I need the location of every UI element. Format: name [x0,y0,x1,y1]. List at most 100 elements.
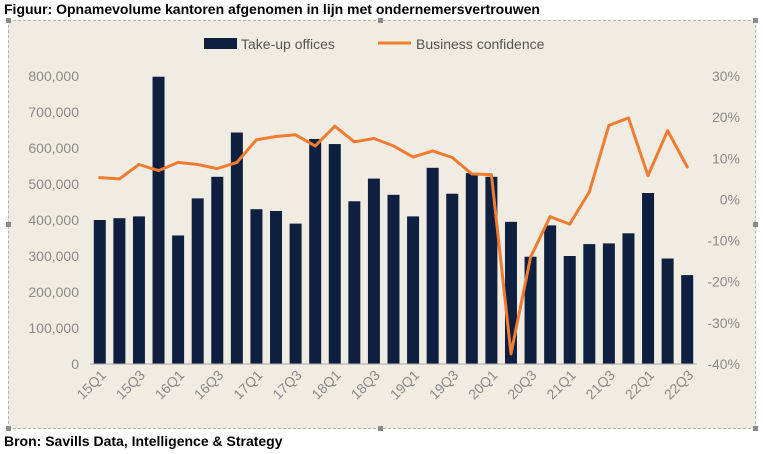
bar-18Q1 [328,144,341,364]
x-tick-label: 22Q3 [661,367,697,403]
bar-15Q2 [113,218,126,364]
bar-19Q2 [426,167,439,364]
bar-17Q4 [309,139,322,364]
point-19Q2 [431,149,435,153]
x-tick-label: 20Q1 [465,367,501,403]
y-right-tick-label: 10% [712,150,740,166]
point-18Q1 [333,124,337,128]
x-tick-label: 17Q3 [269,367,305,403]
point-22Q1 [646,174,650,178]
point-20Q4 [548,215,552,219]
bar-20Q1 [485,176,498,364]
figure-title: Figuur: Opnamevolume kantoren afgenomen … [4,1,540,17]
point-17Q2 [274,134,278,138]
point-16Q4 [235,160,239,164]
point-15Q2 [117,177,121,181]
y-left-tick-label: 200,000 [28,284,79,300]
x-tick-label: 18Q3 [348,367,384,403]
y-right-tick-label: 20% [712,109,740,125]
point-20Q2 [509,352,513,356]
y-axis-right: -40% -30% -20% -10% 0% 10% 20% 30% [707,68,740,372]
point-17Q1 [254,138,258,142]
bar-21Q3 [602,243,615,364]
legend-label-business-confidence: Business confidence [416,36,545,52]
legend-swatch-take-up [204,38,237,49]
x-tick-label: 19Q1 [387,367,423,403]
y-left-tick-label: 400,000 [28,212,79,228]
x-tick-label: 15Q3 [113,367,149,403]
point-21Q1 [568,222,572,226]
bar-15Q3 [132,216,145,364]
y-left-tick-label: 100,000 [28,320,79,336]
x-tick-label: 19Q3 [426,367,462,403]
bar-19Q3 [446,193,459,364]
bar-18Q4 [387,194,400,364]
point-16Q2 [196,162,200,166]
resize-handle-middle-left[interactable] [6,222,11,227]
y-left-tick-label: 0 [71,356,79,372]
y-left-tick-label: 800,000 [28,68,79,84]
point-18Q2 [352,140,356,144]
y-right-tick-label: -30% [707,315,740,331]
y-left-tick-label: 500,000 [28,176,79,192]
point-18Q4 [392,144,395,148]
x-tick-label: 16Q1 [152,367,188,403]
bar-21Q1 [563,256,576,364]
resize-handle-middle-right[interactable] [753,222,758,227]
point-19Q1 [411,155,415,159]
point-15Q3 [137,162,141,166]
y-left-tick-label: 300,000 [28,248,79,264]
x-tick-label: 18Q1 [308,367,344,403]
point-20Q1 [489,173,493,177]
x-tick-label: 21Q3 [582,367,618,403]
point-21Q4 [626,116,630,120]
point-16Q3 [215,167,219,171]
point-16Q1 [176,160,180,164]
resize-handle-bottom-left[interactable] [6,426,11,431]
point-15Q4 [157,169,161,173]
x-tick-label: 15Q1 [73,367,109,403]
bar-16Q2 [191,198,204,364]
x-tick-label: 22Q1 [622,367,658,403]
bar-19Q1 [407,216,420,364]
x-axis: 15Q1 15Q3 16Q1 16Q3 17Q1 17Q3 18Q1 18Q3 19Q1 19Q3… [73,367,696,403]
figure-source: Bron: Savills Data, Intelligence & Strat… [4,433,283,449]
bar-22Q3 [681,275,694,364]
y-right-tick-label: -20% [707,274,740,290]
y-right-tick-label: -10% [707,233,740,249]
y-left-tick-label: 700,000 [28,104,79,120]
bar-18Q3 [367,178,380,364]
point-22Q2 [666,129,670,133]
bar-17Q2 [270,211,283,364]
x-tick-label: 16Q3 [191,367,227,403]
bar-18Q2 [348,201,361,364]
point-15Q1 [98,176,102,180]
resize-handle-bottom-right[interactable] [753,426,758,431]
bar-21Q2 [583,244,596,364]
resize-handle-top-right[interactable] [753,18,758,23]
y-right-tick-label: -40% [707,356,740,372]
point-22Q3 [685,165,689,169]
legend-label-take-up: Take-up offices [241,36,335,52]
bar-16Q4 [230,132,243,364]
bar-16Q3 [211,176,224,364]
x-tick-label: 20Q3 [504,367,540,403]
resize-handle-bottom-center[interactable] [378,426,383,431]
point-21Q2 [587,190,591,194]
bar-17Q1 [250,209,263,364]
resize-handle-top-center[interactable] [378,18,383,23]
line-series-business-confidence [98,116,689,356]
point-17Q4 [313,144,317,148]
y-right-tick-label: 30% [712,68,740,84]
y-right-tick-label: 0% [720,191,740,207]
point-17Q3 [294,133,298,137]
resize-handle-top-left[interactable] [6,18,11,23]
y-axis-left: 0 100,000 200,000 300,000 400,000 500,000 600,… [28,68,79,372]
bar-19Q4 [465,173,478,364]
bar-22Q1 [642,193,655,364]
bar-series-take-up [93,76,694,364]
point-21Q3 [607,123,611,127]
bar-22Q2 [661,258,674,364]
bar-20Q4 [544,225,557,364]
